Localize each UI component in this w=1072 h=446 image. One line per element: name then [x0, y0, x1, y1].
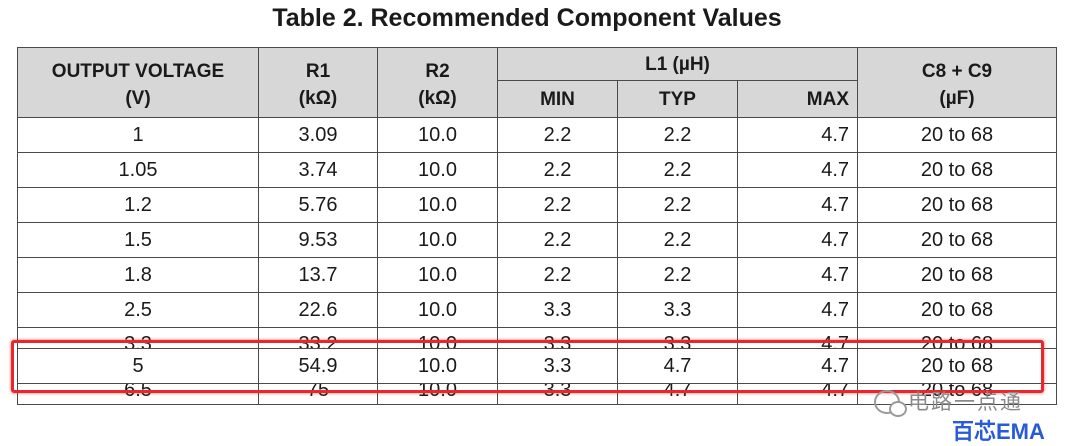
table-row-partially-hidden: 6.5 75 10.0 3.3 4.7 4.7 20 to 68: [17, 383, 1058, 405]
cell-l1-typ: 2.2: [617, 222, 738, 258]
cell-l1-max: 4.7: [736, 348, 859, 384]
header-output-voltage-label: OUTPUT VOLTAGE: [51, 61, 225, 82]
cell-r2: 10.0: [377, 383, 498, 405]
cell-r2: 10.0: [377, 187, 498, 223]
cell-l1-typ: 4.7: [617, 348, 738, 384]
cell-r1: 75: [258, 383, 378, 405]
header-l1-max: MAX: [736, 80, 859, 118]
table-row: 1.05 3.74 10.0 2.2 2.2 4.7 20 to 68: [17, 152, 1058, 188]
header-output-voltage-unit: (V): [125, 88, 151, 109]
watermark-line1: 电路一点通: [908, 391, 1023, 414]
cell-vout: 1.5: [17, 222, 259, 258]
cell-c8-c9: 20 to 68: [857, 257, 1058, 293]
cell-c8-c9: 20 to 68: [857, 348, 1058, 384]
watermark-line2: 百芯EMA: [952, 419, 1045, 444]
component-values-table: OUTPUT VOLTAGE (V) R1 (kΩ) R2 (kΩ) L1 (µ…: [17, 47, 1058, 405]
header-r1: R1 (kΩ): [258, 47, 378, 118]
header-r1-unit: (kΩ): [298, 88, 338, 109]
watermark: 电路一点通 百芯EMA: [874, 386, 1054, 444]
header-c8-c9: C8 + C9 (µF): [857, 47, 1058, 118]
cell-r1: 3.09: [258, 117, 378, 153]
cell-c8-c9: 20 to 68: [857, 292, 1058, 328]
cell-l1-typ: 2.2: [617, 117, 738, 153]
header-r2-unit: (kΩ): [418, 88, 457, 109]
cell-l1-min: 2.2: [497, 222, 618, 258]
header-c8-c9-label: C8 + C9: [921, 61, 993, 82]
table-row-highlighted: 5 54.9 10.0 3.3 4.7 4.7 20 to 68: [17, 348, 1058, 384]
cell-c8-c9: 20 to 68: [857, 222, 1058, 258]
wechat-icon: [874, 390, 907, 417]
header-r1-label: R1: [305, 61, 331, 82]
table-row: 1.8 13.7 10.0 2.2 2.2 4.7 20 to 68: [17, 257, 1058, 293]
cell-r2: 10.0: [377, 292, 498, 328]
cell-l1-max: 4.7: [736, 257, 859, 293]
header-l1: L1 (µH): [496, 47, 859, 81]
cell-r1: 13.7: [258, 257, 378, 293]
header-output-voltage: OUTPUT VOLTAGE (V): [17, 47, 259, 118]
highlight-box: [11, 339, 1044, 393]
cell-l1-typ: 4.7: [617, 383, 738, 405]
header-r2-label: R2: [425, 61, 450, 82]
cell-r2: 10.0: [377, 152, 498, 188]
cell-l1-max: 4.7: [736, 292, 859, 328]
cell-l1-typ: 2.2: [617, 187, 738, 223]
cell-r1: 9.53: [258, 222, 378, 258]
table-row: 1.5 9.53 10.0 2.2 2.2 4.7 20 to 68: [17, 222, 1058, 258]
cell-l1-min: 2.2: [497, 187, 618, 223]
header-l1-typ: TYP: [617, 80, 738, 118]
cell-l1-max: 4.7: [736, 152, 859, 188]
cell-l1-typ: 2.2: [617, 152, 738, 188]
table-row-partially-hidden: 3.3 33.2 10.0 3.3 3.3 4.7 20 to 68: [17, 327, 1058, 349]
cell-r2: 10.0: [377, 117, 498, 153]
table-title: Table 2. Recommended Component Values: [272, 4, 782, 32]
cell-c8-c9: 20 to 68: [857, 152, 1058, 188]
header-r2: R2 (kΩ): [377, 47, 498, 118]
table-row: 1 3.09 10.0 2.2 2.2 4.7 20 to 68: [17, 117, 1058, 153]
cell-vout: 6.5: [17, 383, 259, 405]
cell-r2: 10.0: [377, 222, 498, 258]
header-l1-min: MIN: [497, 80, 618, 118]
table-row: 1.2 5.76 10.0 2.2 2.2 4.7 20 to 68: [17, 187, 1058, 223]
cell-l1-typ: 2.2: [617, 257, 738, 293]
cell-vout: 1.05: [17, 152, 259, 188]
cell-r1: 5.76: [258, 187, 378, 223]
cell-l1-min: 3.3: [497, 292, 618, 328]
table-row: 2.5 22.6 10.0 3.3 3.3 4.7 20 to 68: [17, 292, 1058, 328]
cell-l1-min: 2.2: [497, 117, 618, 153]
cell-vout: 1: [17, 117, 259, 153]
cell-vout: 1.8: [17, 257, 259, 293]
cell-l1-min: 2.2: [497, 257, 618, 293]
cell-l1-max: 4.7: [736, 117, 859, 153]
cell-r1: 3.74: [258, 152, 378, 188]
cell-vout: 1.2: [17, 187, 259, 223]
cell-r1: 22.6: [258, 292, 378, 328]
header-c8-c9-unit: (µF): [939, 88, 975, 109]
cell-l1-max: 4.7: [736, 222, 859, 258]
cell-l1-typ: 3.3: [617, 292, 738, 328]
cell-l1-min: 2.2: [497, 152, 618, 188]
cell-vout: 2.5: [17, 292, 259, 328]
cell-c8-c9: 20 to 68: [857, 383, 1058, 405]
cell-c8-c9: 20 to 68: [857, 117, 1058, 153]
cell-r1: 54.9: [258, 348, 378, 384]
cell-c8-c9: 20 to 68: [857, 187, 1058, 223]
cell-r2: 10.0: [377, 257, 498, 293]
cell-l1-max: 4.7: [736, 187, 859, 223]
